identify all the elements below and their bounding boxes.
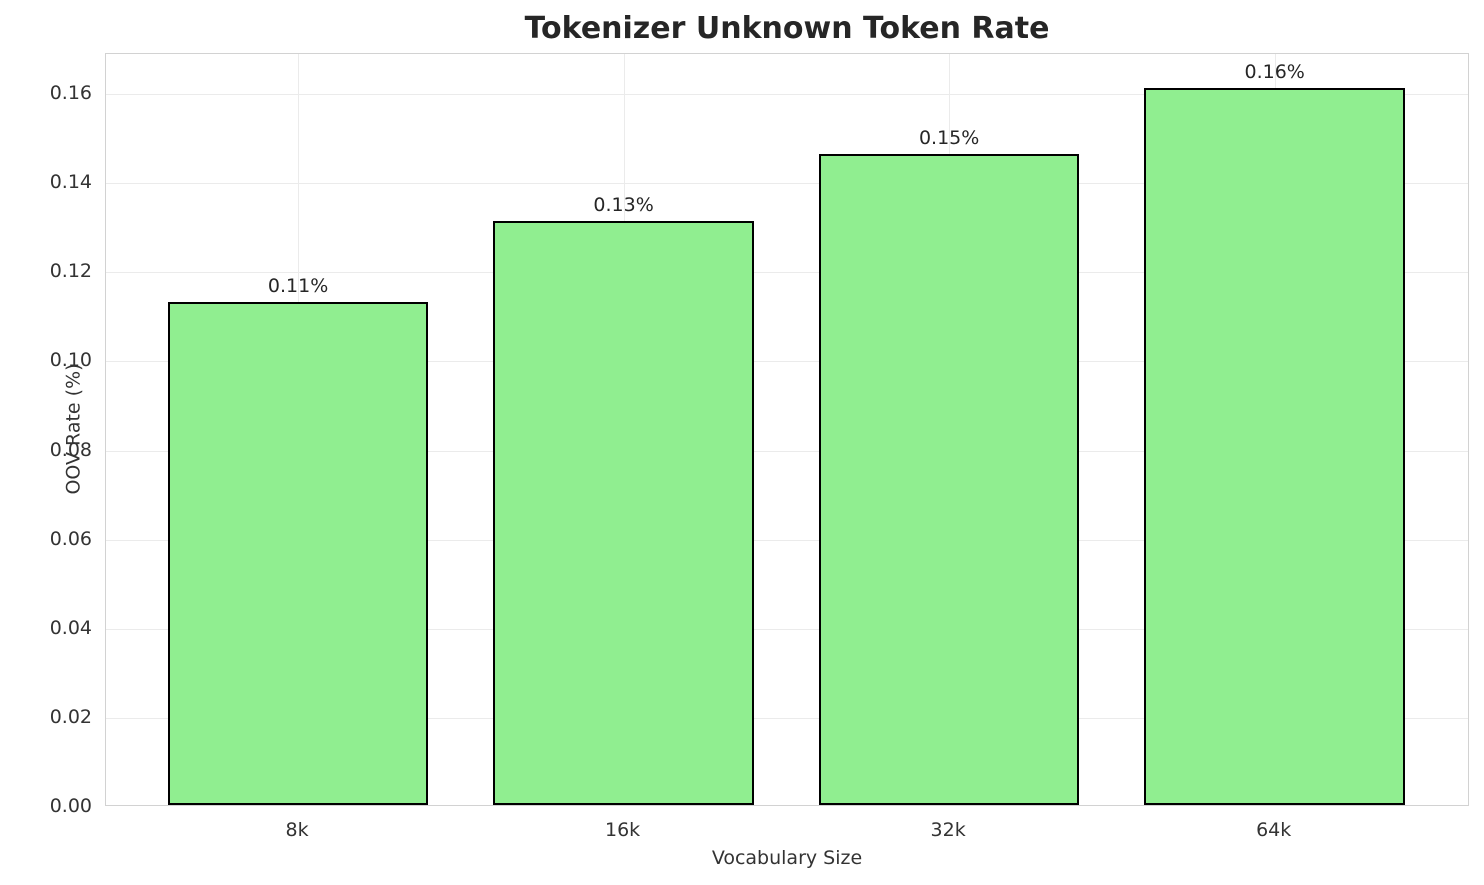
- gridline-y-0.16: [106, 94, 1468, 96]
- bar-value-label: 0.15%: [918, 127, 980, 150]
- y-tick-label: 0.10: [49, 349, 92, 372]
- plot-area: 0.11% 0.13% 0.15% 0.16%: [105, 53, 1469, 806]
- y-tick-label: 0.16: [49, 82, 92, 105]
- gridline-y-0.10: [106, 361, 1468, 363]
- gridline-y-0.06: [106, 539, 1468, 541]
- chart-title: Tokenizer Unknown Token Rate: [524, 11, 1050, 46]
- x-tick-label-16k: 16k: [605, 819, 641, 841]
- bar-16k: [493, 221, 754, 805]
- gridline-y-0.04: [106, 628, 1468, 630]
- gridline-y-0.08: [106, 450, 1468, 452]
- y-axis-label: OOV Rate (%): [62, 363, 85, 495]
- x-tick-label-64k: 64k: [1256, 819, 1292, 841]
- y-tick-label: 0.08: [49, 438, 92, 461]
- y-tick-label: 0.06: [49, 527, 92, 550]
- gridline-y-0.02: [106, 717, 1468, 719]
- y-tick-label: 0.02: [49, 705, 92, 728]
- gridline-y-0.12: [106, 272, 1468, 274]
- bar-value-label: 0.13%: [593, 194, 654, 217]
- x-axis-label: Vocabulary Size: [711, 847, 863, 869]
- y-tick-label: 0.12: [49, 260, 92, 283]
- x-tick-label-8k: 8k: [285, 819, 309, 841]
- bar-64k: [1144, 87, 1405, 805]
- y-tick-label: 0.14: [49, 171, 92, 194]
- bar-value-label: 0.11%: [267, 274, 329, 297]
- y-tick-label: 0.00: [49, 795, 92, 817]
- bar-8k: [167, 301, 429, 805]
- bar-value-label: 0.16%: [1244, 60, 1305, 83]
- bar-32k: [818, 154, 1080, 805]
- gridline-y-0.14: [106, 183, 1468, 185]
- x-tick-label-32k: 32k: [930, 819, 966, 841]
- y-tick-label: 0.04: [49, 616, 92, 639]
